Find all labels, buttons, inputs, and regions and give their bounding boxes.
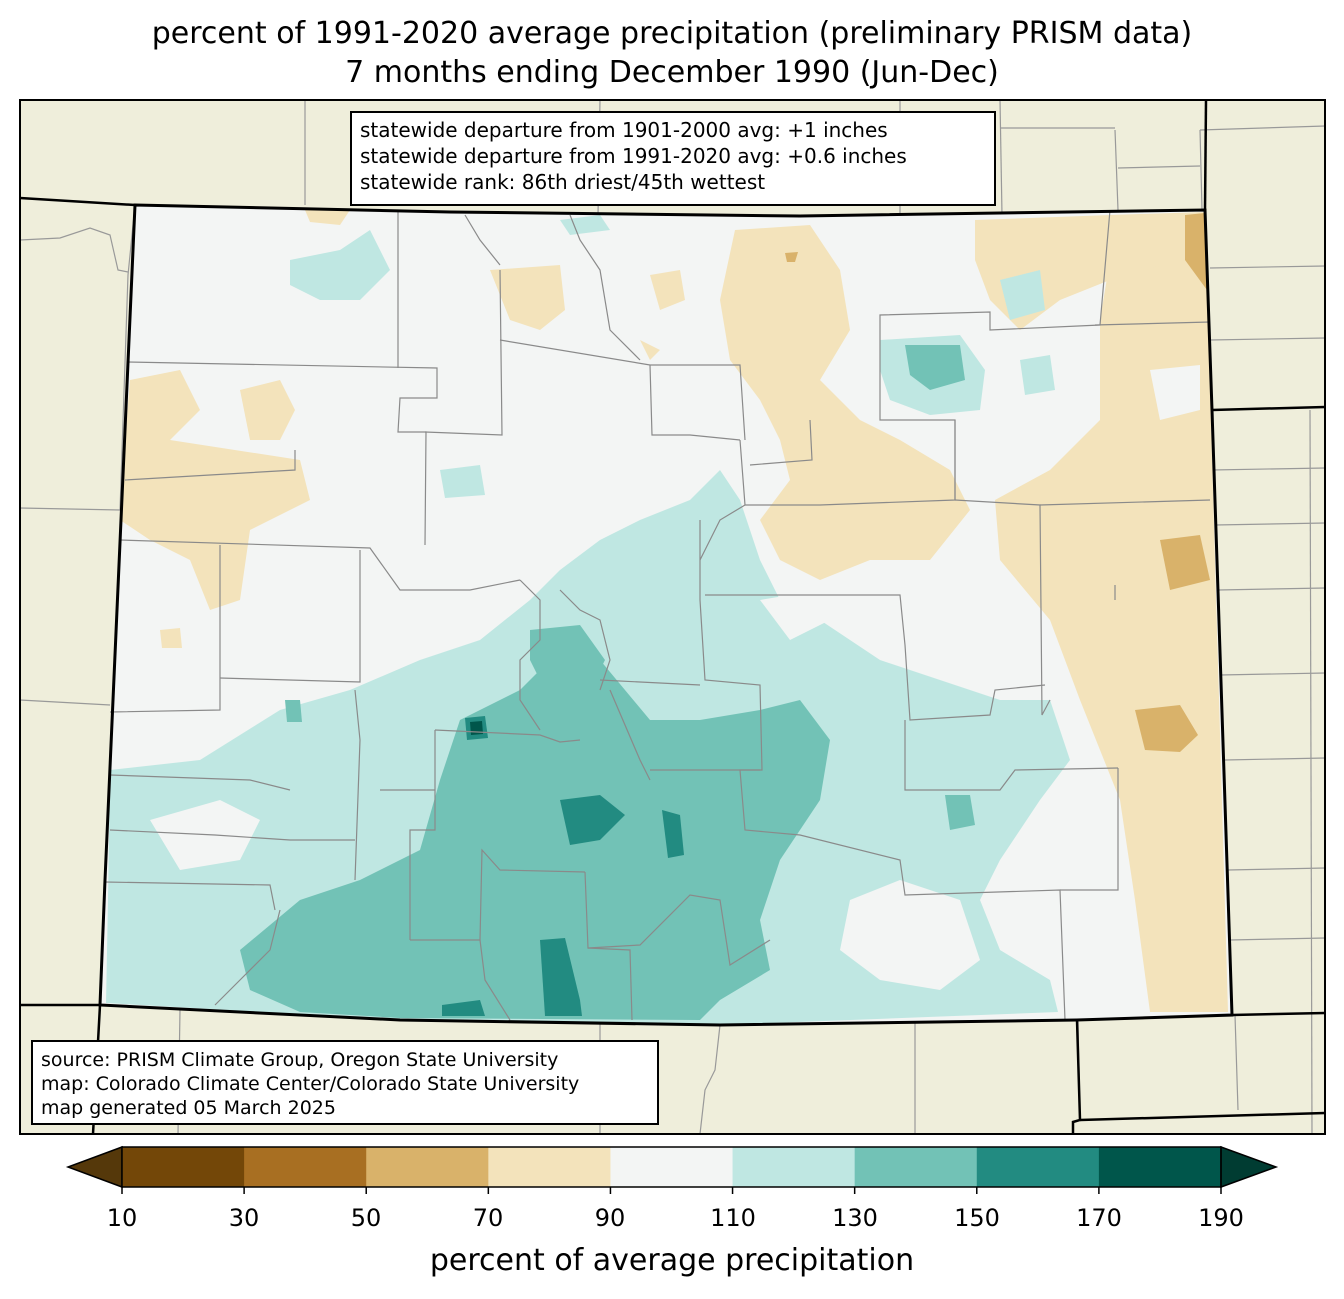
source-box: source: PRISM Climate Group, Oregon Stat…	[31, 1040, 659, 1125]
map-frame	[19, 99, 1326, 1135]
colorbar-segment	[1098, 1147, 1222, 1187]
map-credit-line: map: Colorado Climate Center/Colorado St…	[41, 1073, 580, 1095]
county-lines	[104, 209, 1211, 1021]
colorado-border	[98, 203, 1234, 1027]
wet-150-170	[442, 716, 684, 1016]
colorbar-tick-label: 190	[1198, 1204, 1244, 1232]
precip-shading	[106, 210, 1228, 1025]
colorbar-segment	[732, 1147, 856, 1187]
statewide-stats-box: statewide departure from 1901-2000 avg: …	[350, 111, 996, 206]
stat-departure-1991-2020: statewide departure from 1991-2020 avg: …	[360, 144, 907, 168]
source-line: source: PRISM Climate Group, Oregon Stat…	[41, 1049, 559, 1071]
colorbar-tick-label: 90	[594, 1204, 626, 1232]
colorbar-segment	[366, 1147, 489, 1187]
stat-departure-1901-2000: statewide departure from 1901-2000 avg: …	[360, 118, 888, 142]
colorbar-tick-label: 30	[228, 1204, 260, 1232]
colorbar-tick-label: 70	[472, 1204, 504, 1232]
wet-130-150	[240, 345, 975, 1020]
colorbar-over-arrow	[1220, 1145, 1279, 1189]
normal-holes	[150, 365, 1200, 990]
dry-50-70	[785, 213, 1210, 752]
colorbar-under-arrow	[65, 1145, 123, 1189]
colorbar-segment	[488, 1147, 611, 1187]
colorbar-segment	[854, 1147, 978, 1187]
colorbar-segment	[244, 1147, 367, 1187]
colorbar-tick-label: 130	[832, 1204, 878, 1232]
colorbar-segment	[610, 1147, 734, 1187]
wet-170-190	[470, 721, 483, 735]
colorbar-tick-label: 110	[710, 1204, 756, 1232]
colorbar-label: percent of average precipitation	[429, 1243, 915, 1278]
colorbar-tick-label: 150	[954, 1204, 1000, 1232]
stat-rank: statewide rank: 86th driest/45th wettest	[360, 170, 766, 194]
colorbar-outline	[121, 1146, 1222, 1188]
map-title-line2: 7 months ending December 1990 (Jun-Dec)	[345, 55, 999, 90]
colorbar-tick-label: 170	[1076, 1204, 1122, 1232]
colorbar-segment	[122, 1147, 245, 1187]
generated-date-line: map generated 05 March 2025	[41, 1097, 336, 1119]
colorbar-tick-label: 50	[350, 1204, 382, 1232]
colorbar-segment	[976, 1147, 1100, 1187]
colorbar	[65, 1145, 1279, 1194]
map-title-line1: percent of 1991-2020 average precipitati…	[151, 16, 1193, 51]
colorbar-tick-label: 10	[106, 1204, 138, 1232]
